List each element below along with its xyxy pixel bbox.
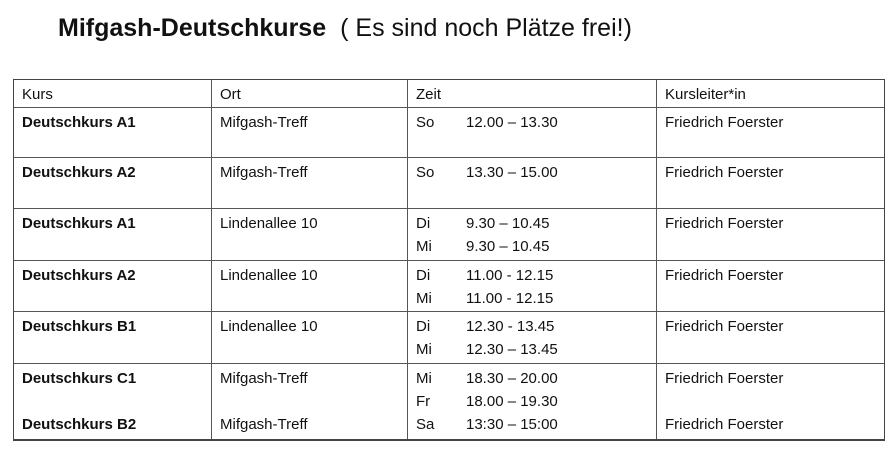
day-text: So <box>416 164 435 181</box>
ort-cell: Mifgash-Treff <box>211 158 407 208</box>
leiter-text: Friedrich Foerster <box>665 267 784 284</box>
day-text: Di <box>416 318 431 335</box>
leiter-text: Friedrich Foerster <box>665 164 784 181</box>
table-row: Deutschkurs A2 Lindenallee 10 Di 11.00 - 12… <box>14 260 884 311</box>
day-text: Di <box>416 267 431 284</box>
ort-text: Mifgash-Treff <box>220 370 308 387</box>
table-row: Deutschkurs C1 Deutschkurs B2 Mifgash-Tref… <box>14 363 884 439</box>
ort-cell: Lindenallee 10 <box>211 261 407 311</box>
day-text: Mi <box>416 370 432 387</box>
ort-text: Mifgash-Treff <box>220 164 308 181</box>
zeit-line: So 12.00 – 13.30 <box>416 111 648 134</box>
day-text: Di <box>416 215 431 232</box>
course-table: Kurs Ort Zeit Kursleiter*in Deutschkurs … <box>13 79 885 441</box>
ort-cell: Mifgash-Treff <box>211 108 407 157</box>
time-text: 9.30 – 10.45 <box>466 238 550 255</box>
ort-cell: Lindenallee 10 <box>211 312 407 363</box>
day-text: Mi <box>416 238 432 255</box>
table-row: Deutschkurs A1 Mifgash-Treff So 12.00 – 13.… <box>14 107 884 157</box>
header-zeit: Zeit <box>407 80 656 107</box>
page-title: Mifgash-Deutschkurse ( Es sind noch Plätz… <box>58 14 632 43</box>
leiter-text: Friedrich Foerster <box>665 215 784 232</box>
zeit-line: Di 9.30 – 10.45 <box>416 212 648 235</box>
kursleiter-cell: Friedrich Foerster Friedrich Foerster <box>656 364 884 439</box>
ort-text: Lindenallee 10 <box>220 318 318 335</box>
zeit-line: Mi 11.00 - 12.15 <box>416 287 648 310</box>
kurs-cell: Deutschkurs A2 <box>14 261 211 311</box>
ort-text: Lindenallee 10 <box>220 215 318 232</box>
zeit-line: Sa 13:30 – 15:00 <box>416 413 648 436</box>
time-text: 12.00 – 13.30 <box>466 114 558 131</box>
zeit-line: So 13.30 – 15.00 <box>416 161 648 184</box>
zeit-line: Di 12.30 - 13.45 <box>416 315 648 338</box>
kurs-text: Deutschkurs A1 <box>22 215 136 232</box>
time-text: 12.30 - 13.45 <box>466 318 555 335</box>
time-text: 13.30 – 15.00 <box>466 164 558 181</box>
kurs-text: Deutschkurs B2 <box>22 416 137 433</box>
table-row: Deutschkurs A2 Mifgash-Treff So 13.30 – 15.… <box>14 157 884 208</box>
time-text: 18.30 – 20.00 <box>466 370 558 387</box>
day-text: Mi <box>416 290 432 307</box>
kursleiter-cell: Friedrich Foerster <box>656 312 884 363</box>
zeit-line: Mi 18.30 – 20.00 <box>416 367 648 390</box>
zeit-cell: Di 12.30 - 13.45 Mi 12.30 – 13.45 <box>407 312 656 363</box>
ort-text: Mifgash-Treff <box>220 416 308 433</box>
title-subtitle: ( Es sind noch Plätze frei!) <box>340 14 632 42</box>
kurs-text: Deutschkurs A2 <box>22 164 136 181</box>
time-text: 11.00 - 12.15 <box>466 290 554 307</box>
leiter-text: Friedrich Foerster <box>665 318 784 335</box>
day-text: Sa <box>416 416 435 433</box>
leiter-text: Friedrich Foerster <box>665 370 784 387</box>
leiter-text <box>665 390 876 413</box>
header-kurs: Kurs <box>22 86 53 103</box>
kursleiter-cell: Friedrich Foerster <box>656 158 884 208</box>
kurs-text: Deutschkurs B1 <box>22 318 137 335</box>
ort-cell: Lindenallee 10 <box>211 209 407 260</box>
leiter-text: Friedrich Foerster <box>665 114 784 131</box>
zeit-line: Mi 12.30 – 13.45 <box>416 338 648 361</box>
day-text: So <box>416 114 435 131</box>
header-ort: Ort <box>211 80 407 107</box>
ort-cell: Mifgash-Treff Mifgash-Treff <box>211 364 407 439</box>
kurs-text <box>22 390 203 413</box>
zeit-line: Fr 18.00 – 19.30 <box>416 390 648 413</box>
zeit-line: Di 11.00 - 12.15 <box>416 264 648 287</box>
table-row: Deutschkurs B1 Lindenallee 10 Di 12.30 - 13… <box>14 311 884 363</box>
kurs-text: Deutschkurs C1 <box>22 370 137 387</box>
leiter-text: Friedrich Foerster <box>665 416 784 433</box>
zeit-cell: So 13.30 – 15.00 <box>407 158 656 208</box>
kurs-cell: Deutschkurs C1 Deutschkurs B2 <box>14 364 211 439</box>
day-text: Fr <box>416 393 431 410</box>
zeit-cell: Di 11.00 - 12.15 Mi 11.00 - 12.15 <box>407 261 656 311</box>
zeit-cell: So 12.00 – 13.30 <box>407 108 656 157</box>
zeit-cell: Mi 18.30 – 20.00 Fr 18.00 – 19.30 Sa 13:30 – … <box>407 364 656 439</box>
kursleiter-cell: Friedrich Foerster <box>656 261 884 311</box>
zeit-cell: Di 9.30 – 10.45 Mi 9.30 – 10.45 <box>407 209 656 260</box>
ort-text <box>220 390 399 413</box>
kurs-text: Deutschkurs A2 <box>22 267 136 284</box>
kurs-cell: Deutschkurs A1 <box>14 209 211 260</box>
kurs-cell: Deutschkurs B1 <box>14 312 211 363</box>
ort-text: Lindenallee 10 <box>220 267 318 284</box>
zeit-line: Mi 9.30 – 10.45 <box>416 235 648 258</box>
kursleiter-cell: Friedrich Foerster <box>656 108 884 157</box>
kursleiter-cell: Friedrich Foerster <box>656 209 884 260</box>
table-row: Deutschkurs A1 Lindenallee 10 Di 9.30 – 10.… <box>14 208 884 260</box>
time-text: 12.30 – 13.45 <box>466 341 558 358</box>
kurs-text: Deutschkurs A1 <box>22 114 136 131</box>
header-kursleiter: Kursleiter*in <box>656 80 884 107</box>
day-text: Mi <box>416 341 432 358</box>
kurs-cell: Deutschkurs A1 <box>14 108 211 157</box>
time-text: 11.00 - 12.15 <box>466 267 554 284</box>
kurs-cell: Deutschkurs A2 <box>14 158 211 208</box>
ort-text: Mifgash-Treff <box>220 114 308 131</box>
time-text: 13:30 – 15:00 <box>466 416 558 433</box>
time-text: 9.30 – 10.45 <box>466 215 550 232</box>
table-header-row: Kurs Ort Zeit Kursleiter*in <box>14 80 884 107</box>
time-text: 18.00 – 19.30 <box>466 393 558 410</box>
title-main: Mifgash-Deutschkurse <box>58 14 327 42</box>
